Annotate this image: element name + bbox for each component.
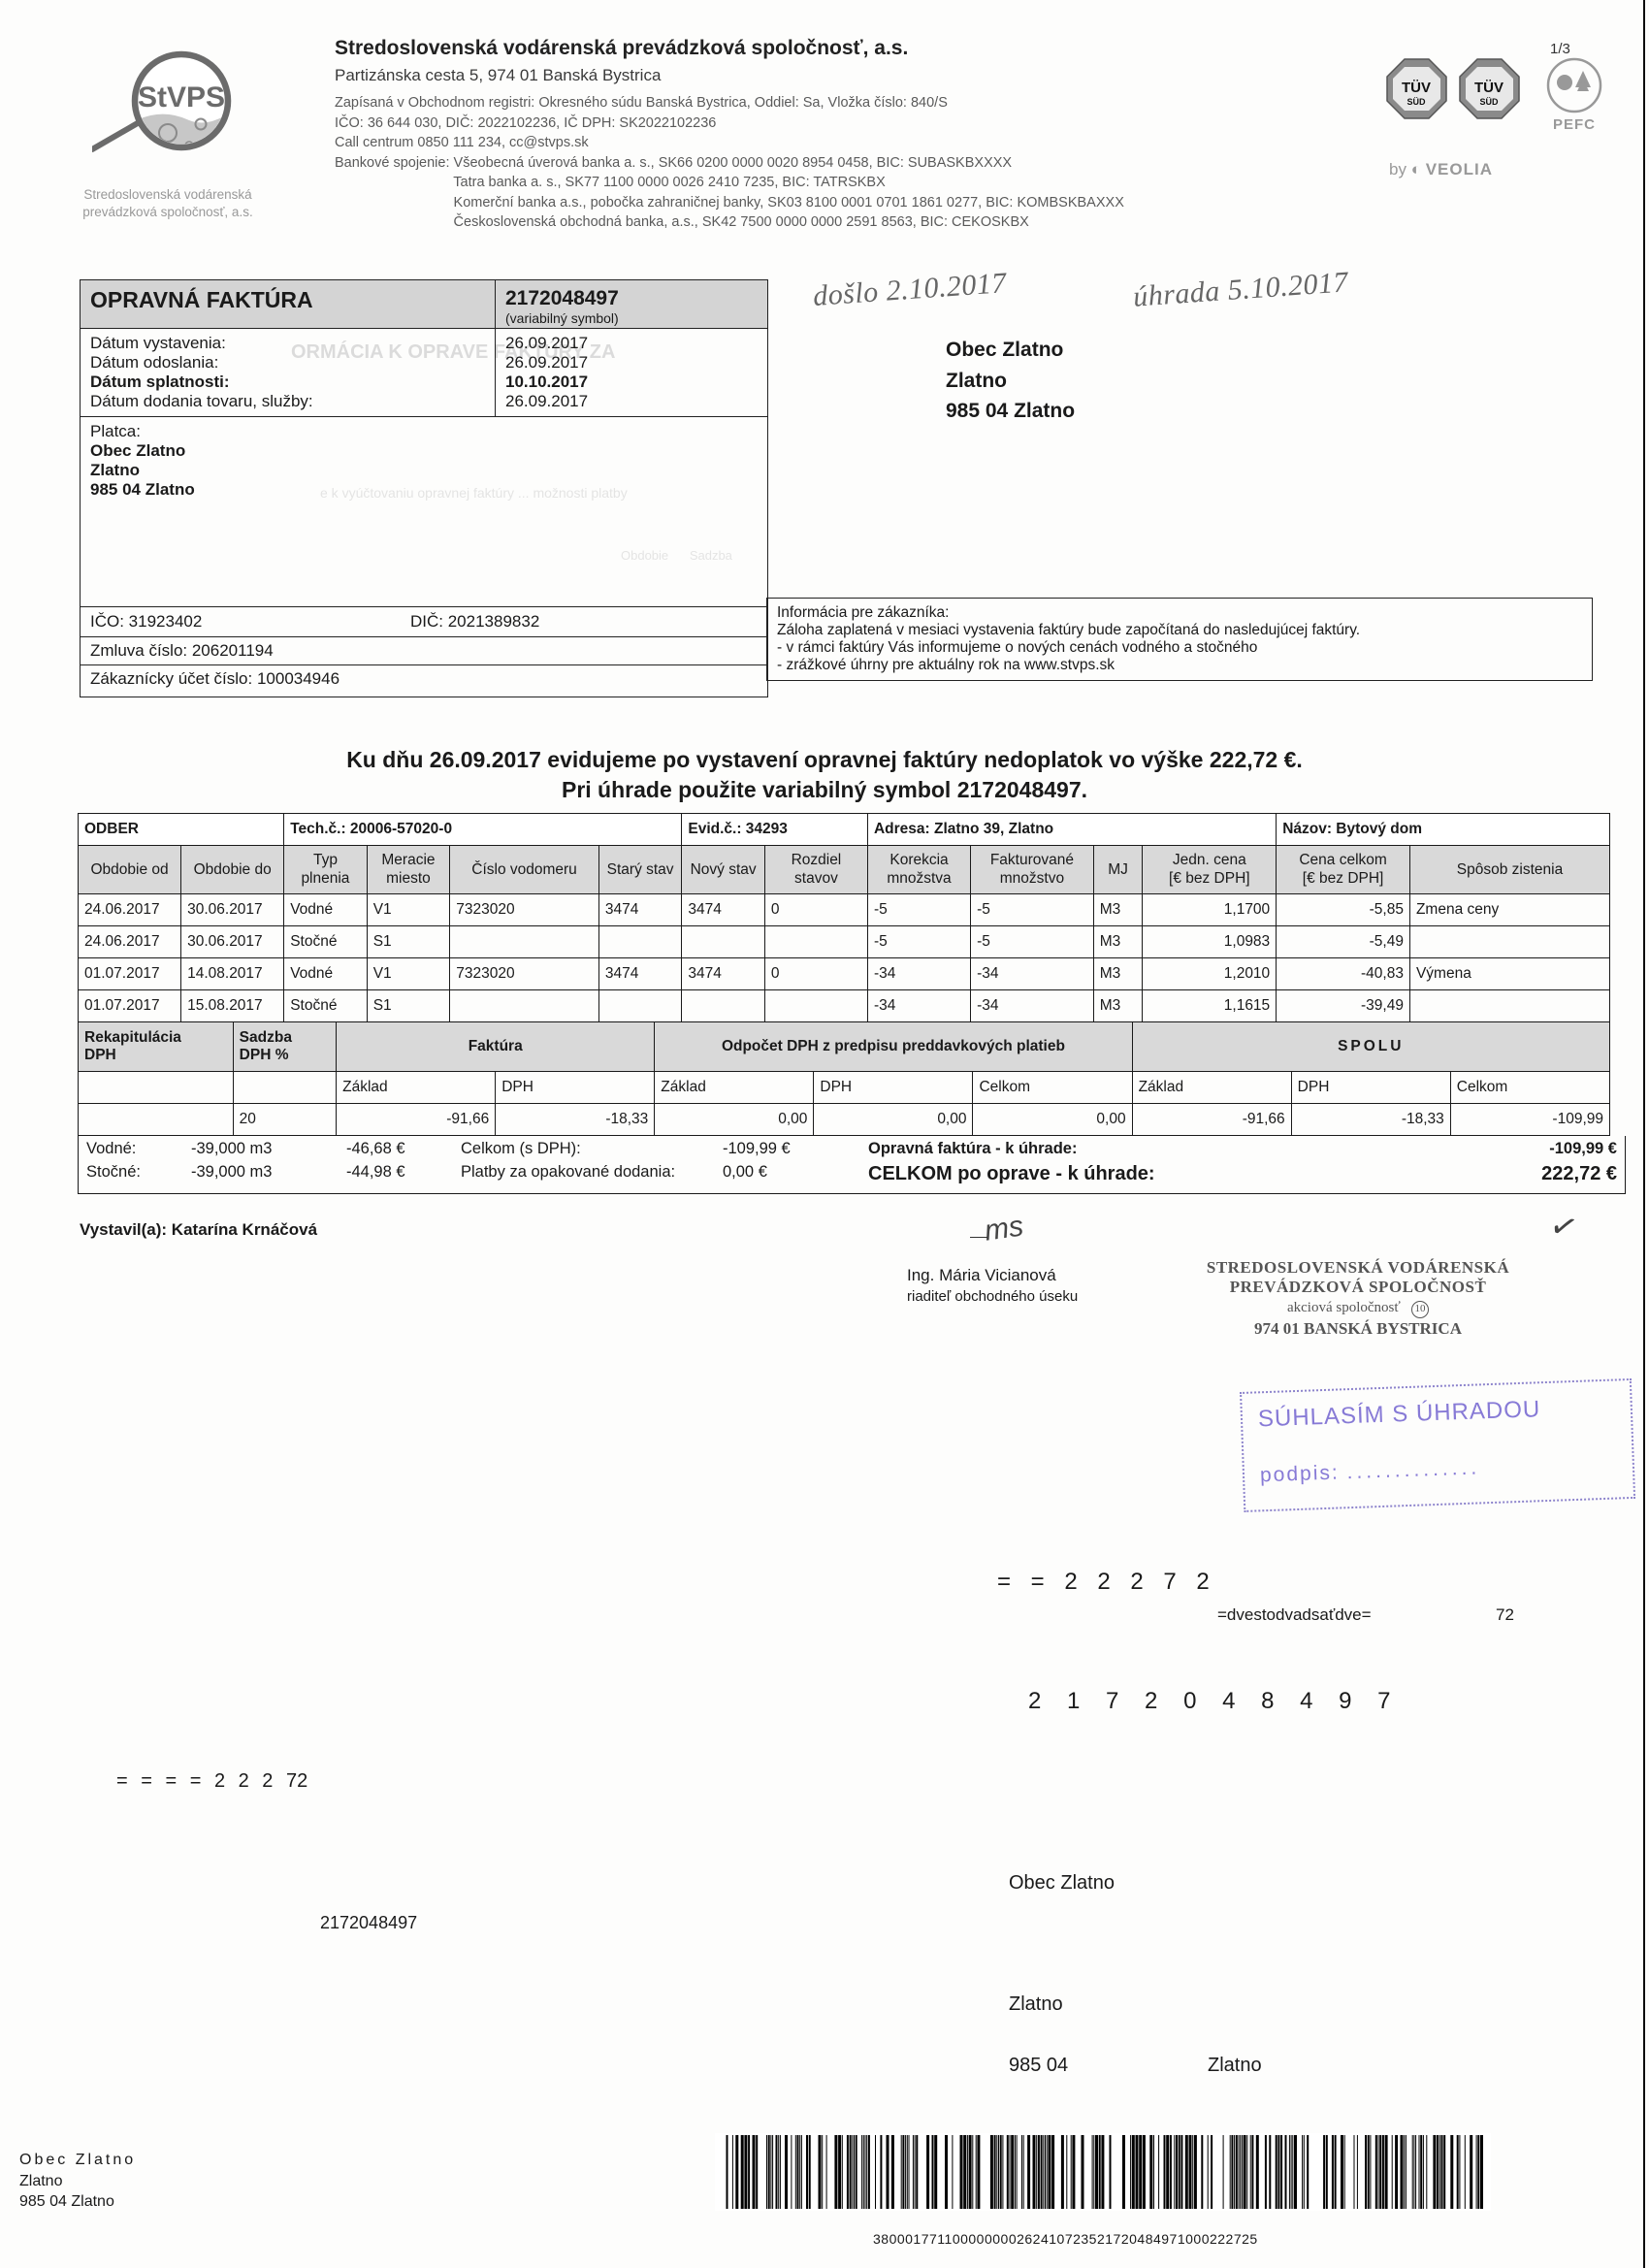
svg-text:TÜV: TÜV: [1402, 80, 1431, 96]
svg-text:TÜV: TÜV: [1474, 80, 1504, 96]
svg-text:SÜD: SÜD: [1479, 97, 1499, 107]
svg-text:StVPS: StVPS: [138, 81, 225, 113]
svg-text:PEFC: PEFC: [1553, 116, 1596, 133]
svg-text:SÜD: SÜD: [1406, 97, 1426, 107]
